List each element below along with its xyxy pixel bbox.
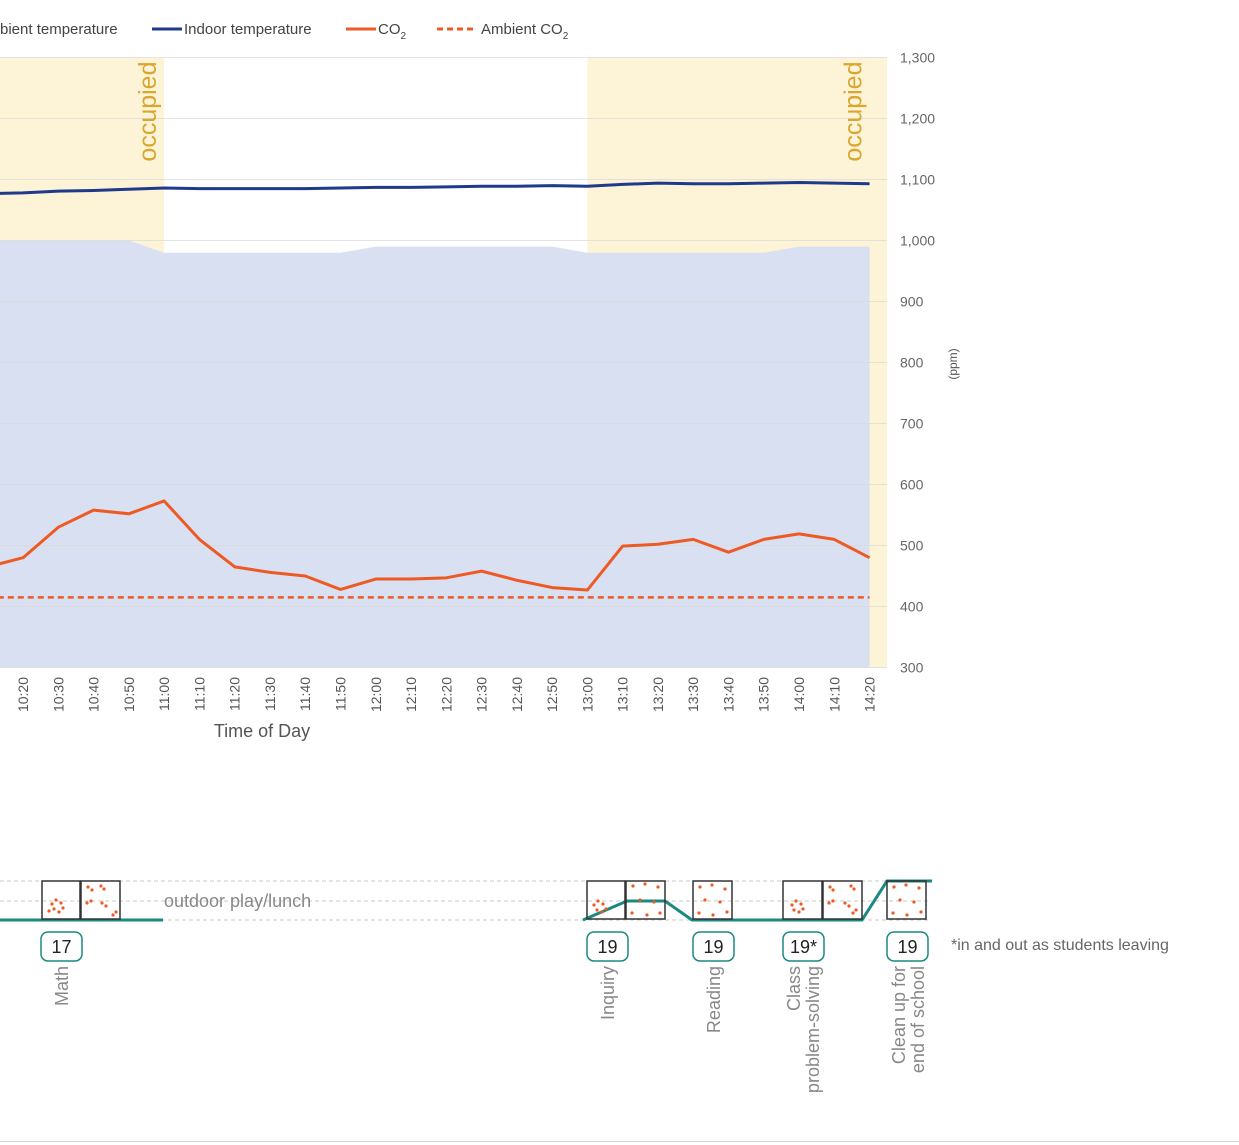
indoor-temperature-line	[0, 181, 870, 195]
activity-label: Inquiry	[598, 966, 618, 1020]
x-tick-label: 12:20	[438, 677, 454, 712]
occupant-count: 17	[51, 937, 71, 957]
bottom-divider	[0, 1141, 1239, 1142]
y-tick-label: 300	[900, 660, 924, 676]
x-tick-label: 13:50	[756, 677, 772, 712]
y-tick-label: 1,300	[900, 50, 935, 66]
seating-scattered-icon	[625, 880, 666, 920]
legend-ambient-co2-label: Ambient CO2	[481, 21, 569, 42]
co2-line	[0, 499, 871, 592]
activity-label: Math	[52, 966, 72, 1006]
activity-label: problem-solving	[803, 966, 823, 1093]
y-axis-unit-label: (ppm)	[946, 348, 960, 379]
legend: bient temperature Indoor temperature CO2…	[0, 21, 569, 42]
occupant-count-badge: 19	[692, 931, 735, 962]
x-tick-label: 11:10	[191, 677, 207, 711]
y-tick-label: 700	[900, 416, 924, 432]
ambient-temperature-area	[0, 240, 870, 668]
x-tick-label: 10:20	[15, 677, 31, 712]
legend-co2-label: CO2	[378, 21, 407, 42]
x-tick-label: 12:50	[544, 677, 560, 712]
y-tick-label: 1,100	[900, 172, 935, 188]
y-tick-label: 1,200	[900, 111, 935, 127]
seating-grouped-icon	[782, 880, 823, 920]
activity-label: Reading	[704, 966, 724, 1033]
y-tick-label: 800	[900, 355, 924, 371]
x-tick-label: 12:00	[368, 677, 384, 712]
x-tick-label: 14:20	[862, 677, 878, 712]
occupant-count-badge: 19	[886, 931, 929, 962]
legend-ambient-temperature-label: bient temperature	[0, 21, 118, 38]
legend-indoor-temperature-label: Indoor temperature	[184, 21, 312, 38]
seating-grouped-icon	[586, 880, 626, 920]
x-tick-label: 11:40	[297, 677, 313, 711]
occupant-count-badge: 17	[40, 931, 83, 962]
schedule-footnote: *in and out as students leaving	[951, 937, 1169, 954]
y-tick-label: 1,000	[900, 233, 935, 249]
x-tick-label: 13:00	[579, 677, 595, 712]
occupant-count-badge: 19	[586, 931, 629, 962]
occupant-count: 19*	[790, 937, 817, 957]
x-tick-label: 13:20	[650, 677, 666, 712]
x-tick-label: 10:30	[50, 677, 66, 712]
x-tick-label: 12:40	[509, 677, 525, 712]
x-tick-label: 10:50	[121, 677, 137, 712]
occupant-count-badge: 19*	[782, 931, 825, 962]
y-tick-label: 600	[900, 477, 924, 493]
seating-grouped-icon	[41, 880, 81, 920]
x-tick-label: 14:00	[791, 677, 807, 712]
y-tick-label: 400	[900, 599, 924, 615]
x-tick-label: 10:40	[86, 677, 102, 712]
y-tick-label: 500	[900, 538, 924, 554]
x-tick-label: 13:30	[685, 677, 701, 712]
occupant-count: 19	[703, 937, 723, 957]
x-tick-label: 11:30	[262, 677, 278, 711]
schedule-strip: outdoor play/lunch	[0, 879, 1169, 1093]
x-tick-label: 13:40	[720, 677, 736, 712]
x-tick-label: 11:20	[227, 677, 243, 711]
y-tick-label: 900	[900, 294, 924, 310]
activity-label: end of school	[908, 966, 928, 1073]
plot-area: occupied occupied	[0, 57, 887, 668]
occupant-count: 19	[897, 937, 917, 957]
occupant-count: 19	[597, 937, 617, 957]
seating-clusters-icon	[80, 880, 121, 920]
x-axis-title: Time of Day	[214, 721, 310, 741]
activity-label: Class	[784, 966, 804, 1011]
seating-scattered-icon	[886, 880, 927, 920]
x-tick-label: 11:00	[156, 677, 172, 711]
x-tick-label: 11:50	[333, 677, 349, 711]
outdoor-play-lunch-label: outdoor play/lunch	[164, 891, 311, 911]
occupied-label: occupied	[134, 62, 162, 162]
x-tick-label: 12:10	[403, 677, 419, 712]
activity-label: Clean up for	[889, 966, 909, 1064]
x-axis-ticks: 10:20 10:30 10:40 10:50 11:00 11:10 11:20 11:30…	[15, 677, 877, 712]
x-tick-label: 12:30	[474, 677, 490, 712]
seating-scattered-icon	[692, 880, 733, 920]
y-axis-ticks: 1,300 1,200 1,100 1,000 900 800 700 600 500 400 30…	[900, 50, 935, 676]
occupied-label: occupied	[840, 62, 868, 162]
x-tick-label: 13:10	[615, 677, 631, 712]
seating-clusters-icon	[822, 880, 863, 920]
x-tick-label: 14:10	[826, 677, 842, 712]
